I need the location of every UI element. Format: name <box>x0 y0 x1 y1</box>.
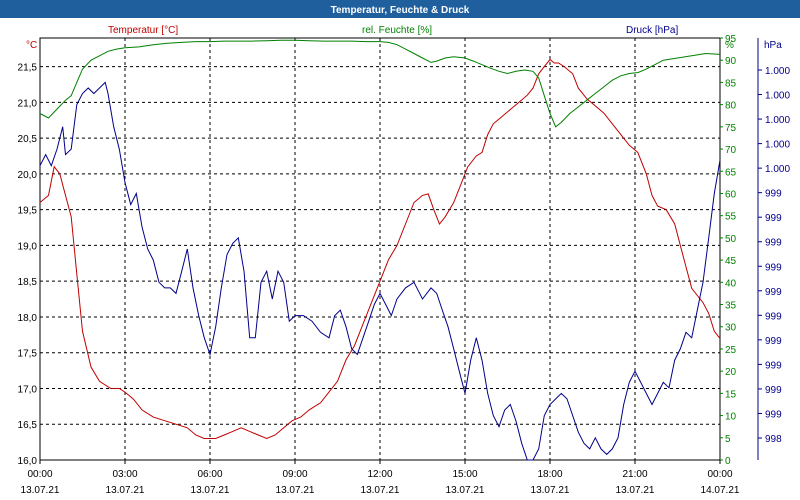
date-tick-label: 13.07.21 <box>106 485 145 496</box>
pressure-tick-label: 999 <box>765 360 782 371</box>
pressure-tick-label: 999 <box>765 238 782 249</box>
temperature-axis: 16,0 16,5 17,0 17,5 18,0 18,5 19,0 19,5 20,0 20,5… <box>18 63 38 467</box>
series-layer <box>39 39 721 461</box>
date-tick-label: 13.07.21 <box>21 485 60 496</box>
pressure-tick-label: 998 <box>765 434 782 445</box>
date-tick-label: 13.07.21 <box>276 485 315 496</box>
pressure-tick-label: 999 <box>765 189 782 200</box>
humidity-axis: 0 5 10 15 20 25 30 35 40 45 50 55 60 65 70 75 80 85 90 95 <box>720 34 737 467</box>
humidity-tick-label: 35 <box>725 301 737 312</box>
humidity-legend: rel. Feuchte [%] <box>362 25 432 36</box>
temperature-unit-label: °C <box>26 40 37 51</box>
humidity-unit-label: % <box>725 40 734 51</box>
humidity-tick-label: 20 <box>725 367 737 378</box>
temperature-tick-label: 18,5 <box>18 277 38 288</box>
time-tick-label: 06:00 <box>197 469 222 480</box>
time-axis: 00:00 13.07.21 03:00 13.07.21 06:00 13.07.21 0… <box>21 460 740 496</box>
date-tick-label: 13.07.21 <box>531 485 570 496</box>
humidity-tick-label: 90 <box>725 56 737 67</box>
temperature-tick-label: 18,0 <box>18 313 38 324</box>
time-tick-label: 09:00 <box>282 469 307 480</box>
humidity-tick-label: 30 <box>725 323 737 334</box>
pressure-axis: 998 999 999 999 999 999 999 999 999 999 999 1.000 1.… <box>758 66 790 445</box>
time-tick-label: 21:00 <box>622 469 647 480</box>
humidity-tick-label: 45 <box>725 256 737 267</box>
temperature-tick-label: 20,5 <box>18 134 38 145</box>
temperature-tick-label: 20,0 <box>18 170 38 181</box>
humidity-tick-label: 5 <box>725 434 731 445</box>
pressure-tick-label: 999 <box>765 311 782 322</box>
pressure-legend: Druck [hPa] <box>626 25 678 36</box>
humidity-tick-label: 40 <box>725 278 737 289</box>
time-tick-label: 00:00 <box>707 469 732 480</box>
humidity-tick-label: 0 <box>725 456 731 467</box>
temperature-tick-label: 16,0 <box>18 456 38 467</box>
humidity-tick-label: 70 <box>725 145 737 156</box>
temperature-tick-label: 16,5 <box>18 420 38 431</box>
humidity-tick-label: 25 <box>725 345 737 356</box>
pressure-tick-label: 999 <box>765 287 782 298</box>
pressure-tick-label: 999 <box>765 262 782 273</box>
time-tick-label: 03:00 <box>112 469 137 480</box>
pressure-tick-label: 1.000 <box>765 140 790 151</box>
humidity-tick-label: 10 <box>725 412 737 423</box>
date-tick-label: 13.07.21 <box>191 485 230 496</box>
pressure-unit-label: hPa <box>764 40 782 51</box>
date-tick-label: 13.07.21 <box>446 485 485 496</box>
time-tick-label: 18:00 <box>537 469 562 480</box>
temperature-legend: Temperatur [°C] <box>108 25 178 36</box>
temperature-tick-label: 19,0 <box>18 241 38 252</box>
grid <box>40 38 720 460</box>
date-tick-label: 14.07.21 <box>701 485 740 496</box>
pressure-tick-label: 1.000 <box>765 115 790 126</box>
humidity-tick-label: 75 <box>725 123 737 134</box>
chart-title: Temperatur, Feuchte & Druck <box>331 5 470 16</box>
temperature-tick-label: 17,0 <box>18 384 38 395</box>
pressure-tick-label: 999 <box>765 385 782 396</box>
pressure-tick-label: 1.000 <box>765 164 790 175</box>
pressure-tick-label: 999 <box>765 336 782 347</box>
pressure-tick-label: 999 <box>765 409 782 420</box>
pressure-tick-label: 1.000 <box>765 91 790 102</box>
humidity-tick-label: 85 <box>725 78 737 89</box>
humidity-tick-label: 50 <box>725 234 737 245</box>
humidity-tick-label: 95 <box>725 34 737 45</box>
pressure-tick-label: 999 <box>765 213 782 224</box>
time-tick-label: 15:00 <box>452 469 477 480</box>
pressure-line <box>39 81 721 461</box>
humidity-tick-label: 60 <box>725 189 737 200</box>
temperature-tick-label: 17,5 <box>18 349 38 360</box>
date-tick-label: 13.07.21 <box>616 485 655 496</box>
temperature-tick-label: 21,0 <box>18 98 38 109</box>
time-tick-label: 12:00 <box>367 469 392 480</box>
pressure-tick-label: 1.000 <box>765 66 790 77</box>
humidity-tick-label: 15 <box>725 389 737 400</box>
title-bar <box>0 0 800 18</box>
humidity-tick-label: 55 <box>725 212 737 223</box>
humidity-tick-label: 80 <box>725 101 737 112</box>
humidity-line <box>39 39 721 128</box>
humidity-tick-label: 65 <box>725 167 737 178</box>
temperature-tick-label: 21,5 <box>18 63 38 74</box>
temperature-line <box>39 58 721 440</box>
temperature-tick-label: 19,5 <box>18 206 38 217</box>
date-tick-label: 13.07.21 <box>361 485 400 496</box>
time-tick-label: 00:00 <box>27 469 52 480</box>
